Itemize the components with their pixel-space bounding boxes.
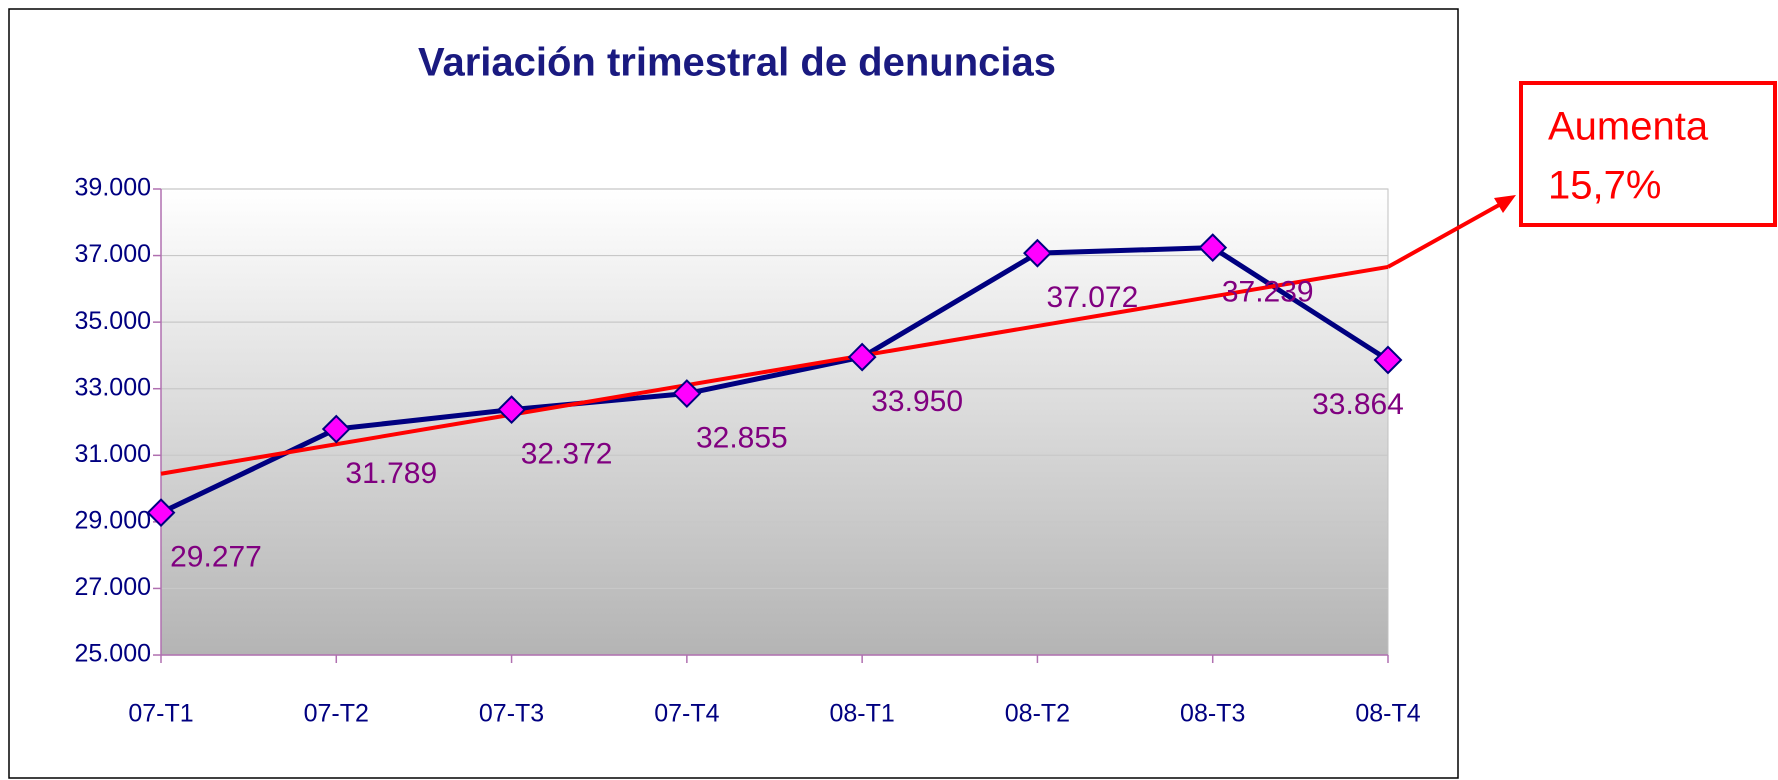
chart-title: Variación trimestral de denuncias xyxy=(418,41,1056,85)
marker xyxy=(672,379,702,408)
x-tick-label: 08-T2 xyxy=(1005,700,1070,728)
marker xyxy=(847,342,877,372)
marker xyxy=(321,414,351,444)
data-label: 29.277 xyxy=(170,541,262,574)
data-label: 37.072 xyxy=(1047,281,1139,314)
x-tick-label: 07-T2 xyxy=(304,700,369,728)
marker xyxy=(1023,238,1052,268)
x-tick-label: 07-T1 xyxy=(128,700,193,728)
marker xyxy=(1373,345,1403,375)
x-tick-label: 07-T3 xyxy=(479,700,544,728)
data-label: 33.950 xyxy=(871,385,963,418)
y-tick-label: 31.000 xyxy=(75,440,151,468)
y-tick-label: 25.000 xyxy=(75,640,151,668)
x-tick-label: 07-T4 xyxy=(654,700,719,728)
data-label: 33.864 xyxy=(1312,388,1404,421)
marker xyxy=(146,498,176,528)
y-tick-label: 39.000 xyxy=(75,174,151,202)
y-tick-label: 29.000 xyxy=(75,506,151,534)
data-label: 37.239 xyxy=(1222,276,1314,309)
annotation-arrow xyxy=(1387,198,1509,269)
series-line xyxy=(159,245,1390,515)
y-tick-label: 33.000 xyxy=(75,373,151,401)
annotation-text: 15,7% xyxy=(1548,164,1661,208)
y-tick-label: 35.000 xyxy=(75,307,151,335)
marker xyxy=(497,395,526,425)
annotation-box xyxy=(1519,81,1777,227)
data-label: 32.855 xyxy=(696,421,788,454)
data-label: 32.372 xyxy=(521,438,613,471)
arrow-head xyxy=(1494,195,1516,213)
y-tick-label: 37.000 xyxy=(75,240,151,268)
plot-area xyxy=(160,188,1389,656)
annotation-text: Aumenta xyxy=(1548,105,1709,149)
trendline xyxy=(160,264,1389,476)
x-tick-label: 08-T4 xyxy=(1355,700,1420,728)
y-tick-label: 27.000 xyxy=(75,573,151,601)
marker xyxy=(1198,233,1228,263)
x-tick-label: 08-T3 xyxy=(1180,700,1245,728)
data-label: 31.789 xyxy=(345,457,437,490)
x-tick-label: 08-T1 xyxy=(829,700,894,728)
